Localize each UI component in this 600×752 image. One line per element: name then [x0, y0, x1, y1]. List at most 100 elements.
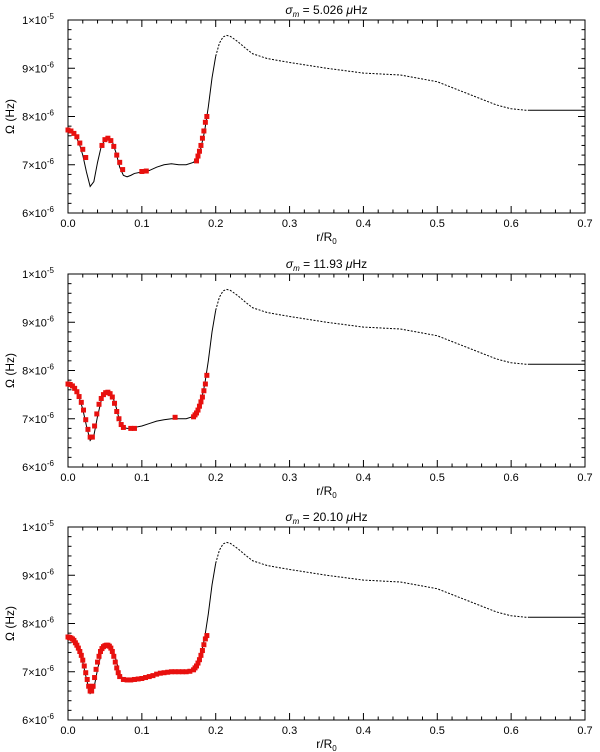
data-point: [196, 657, 202, 663]
rotation-curve-inner: [67, 563, 217, 695]
y-tick-label: 9×10-6: [22, 60, 54, 75]
data-point: [135, 676, 141, 682]
y-axis-label: Ω (Hz): [3, 606, 17, 641]
x-tick-label: 0.2: [208, 725, 223, 737]
data-point: [139, 676, 145, 682]
data-point: [128, 425, 134, 431]
y-tick-exponent: -6: [47, 411, 55, 420]
data-point: [196, 148, 202, 154]
rotation-curve-inner: [67, 56, 217, 188]
y-tick-exponent: -6: [47, 712, 55, 721]
y-tick-exponent: -6: [47, 459, 55, 468]
data-point: [78, 399, 84, 405]
data-point: [202, 381, 208, 387]
data-point: [161, 670, 167, 676]
y-tick-mantissa: 8×10: [22, 619, 47, 631]
x-tick-label: 0.4: [356, 218, 371, 230]
data-point: [99, 142, 105, 148]
x-tick-label: 0.2: [208, 218, 223, 230]
y-tick-exponent: -5: [47, 266, 55, 275]
y-tick-label: 7×10-6: [22, 664, 54, 679]
y-tick-mantissa: 9×10: [22, 63, 47, 75]
data-point: [65, 127, 71, 133]
rotation-curve-dotted: [215, 34, 530, 111]
y-tick-label: 7×10-6: [22, 157, 54, 172]
data-point: [120, 167, 126, 173]
data-point: [111, 143, 117, 149]
title-subscript: m: [293, 517, 300, 526]
data-point: [131, 425, 137, 431]
data-point: [105, 135, 111, 141]
x-tick-label: 0.7: [577, 725, 592, 737]
data-point: [114, 665, 120, 671]
data-point: [93, 666, 99, 672]
data-point: [95, 659, 101, 665]
x-tick-label: 0.2: [208, 472, 223, 484]
rotation-curve-inner: [67, 310, 217, 442]
data-point: [80, 146, 86, 152]
x-axis-label-main: r/R: [316, 737, 332, 751]
y-tick-exponent: -6: [47, 664, 55, 673]
title-value: = 20.10: [299, 510, 346, 524]
title-unit: Hz: [353, 3, 368, 17]
y-tick-mantissa: 1×10: [22, 15, 47, 27]
y-tick-label: 7×10-6: [22, 411, 54, 426]
data-point: [109, 648, 115, 654]
data-point: [195, 407, 201, 413]
title-subscript: m: [293, 10, 300, 19]
y-tick-mantissa: 8×10: [22, 366, 47, 378]
data-point: [201, 128, 207, 134]
data-point: [111, 653, 117, 659]
data-point: [92, 423, 98, 429]
x-axis-label: r/R0: [316, 737, 337, 752]
x-tick-label: 0.7: [577, 218, 592, 230]
data-point: [202, 636, 208, 642]
data-point: [84, 676, 90, 682]
y-tick-label: 6×10-6: [22, 459, 54, 474]
data-point: [96, 401, 102, 407]
data-point: [108, 645, 114, 651]
x-axis-label-sub: 0: [332, 744, 337, 752]
data-point: [204, 372, 210, 378]
y-tick-mantissa: 8×10: [22, 112, 47, 124]
data-point: [150, 673, 156, 679]
chart-title: σm = 11.93 μHz: [286, 257, 367, 273]
x-tick-label: 0.3: [282, 725, 297, 737]
data-point: [128, 677, 134, 683]
x-tick-label: 0.6: [503, 725, 518, 737]
x-tick-label: 0.6: [503, 218, 518, 230]
data-point: [114, 409, 120, 415]
data-point: [204, 633, 210, 639]
x-tick-label: 0.0: [60, 472, 75, 484]
data-point: [124, 677, 130, 683]
data-point: [72, 385, 78, 391]
x-axis-label-sub: 0: [332, 237, 337, 246]
data-point: [83, 670, 89, 676]
y-tick-mantissa: 7×10: [22, 414, 47, 426]
data-point: [89, 434, 95, 440]
data-point: [117, 159, 123, 165]
y-tick-mantissa: 9×10: [22, 570, 47, 582]
y-tick-mantissa: 1×10: [22, 269, 47, 281]
data-point: [195, 660, 201, 666]
y-axis-label: Ω (Hz): [3, 99, 17, 134]
title-subscript: m: [293, 264, 300, 273]
data-point: [199, 394, 205, 400]
y-tick-mantissa: 7×10: [22, 160, 47, 172]
data-point: [77, 648, 83, 654]
x-tick-label: 0.1: [134, 725, 149, 737]
data-point: [108, 138, 114, 144]
y-tick-label: 6×10-6: [22, 205, 54, 220]
data-point: [112, 400, 118, 406]
data-point: [98, 395, 104, 401]
data-point: [68, 128, 74, 134]
data-point: [102, 137, 108, 143]
chart-title: σm = 20.10 μHz: [285, 510, 367, 526]
data-point: [194, 663, 200, 669]
data-point: [201, 642, 207, 648]
data-point: [176, 669, 182, 675]
y-tick-mantissa: 6×10: [22, 208, 47, 220]
data-point: [76, 394, 82, 400]
x-tick-label: 0.4: [356, 472, 371, 484]
